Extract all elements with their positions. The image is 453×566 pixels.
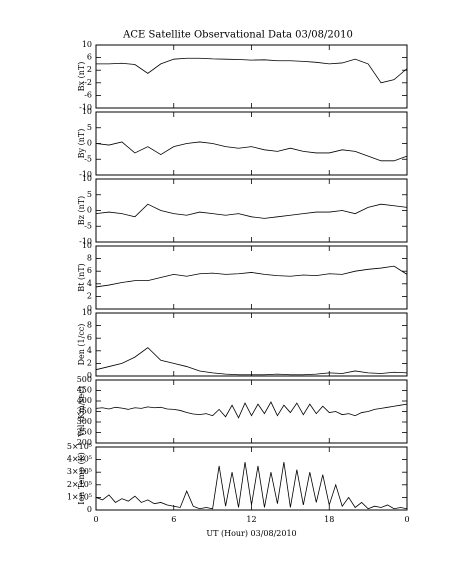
y-tick-label: 500 — [77, 375, 92, 384]
x-tick-label: 0 — [93, 515, 98, 524]
y-tick-label: 0 — [87, 505, 92, 514]
x-tick-label: 0 — [404, 515, 409, 524]
y-tick-label: 4 — [87, 279, 92, 288]
x-tick-label: 18 — [324, 515, 334, 524]
data-line — [96, 57, 408, 84]
y-tick-label: 200 — [77, 438, 92, 447]
y-tick-label: -10 — [79, 237, 92, 246]
y-tick-label: 450 — [77, 386, 92, 395]
y-tick-label: 8 — [87, 321, 92, 330]
chart-title: ACE Satellite Observational Data 03/08/2… — [122, 30, 353, 41]
y-tick-label: 1×10⁵ — [67, 492, 92, 501]
x-tick-label: 6 — [171, 515, 176, 524]
panel-frame — [95, 312, 408, 377]
y-axis-label: Bx (nT) — [77, 62, 86, 92]
y-tick-label: -5 — [84, 154, 92, 163]
y-tick-label: 10 — [82, 174, 92, 183]
y-tick-label: 10 — [82, 241, 92, 250]
y-tick-label: 2 — [87, 358, 92, 367]
y-tick-label: -2 — [84, 78, 92, 87]
y-tick-label: 6 — [87, 53, 92, 62]
y-tick-label: 400 — [77, 396, 92, 405]
y-tick-label: 5 — [87, 190, 92, 199]
y-tick-label: -6 — [84, 90, 92, 99]
panel-frame — [95, 178, 408, 243]
y-tick-label: 6 — [87, 266, 92, 275]
y-tick-label: 5 — [87, 123, 92, 132]
y-tick-label: 2 — [87, 291, 92, 300]
data-line — [95, 401, 408, 419]
y-tick-label: 300 — [77, 417, 92, 426]
y-tick-label: 350 — [77, 407, 92, 416]
data-line — [95, 265, 408, 288]
y-tick-label: 2×10⁵ — [67, 480, 92, 489]
y-tick-label: 0 — [87, 139, 92, 148]
y-tick-label: 8 — [87, 254, 92, 263]
y-tick-label: 10 — [82, 40, 92, 49]
panel-frame — [95, 111, 408, 176]
y-tick-label: 4 — [87, 346, 92, 355]
data-line — [95, 347, 408, 376]
y-tick-label: 0 — [87, 304, 92, 313]
x-tick-label: 12 — [246, 515, 256, 524]
y-axis-label: Bt (nT) — [77, 263, 86, 291]
y-axis-label: By (nT) — [77, 129, 86, 159]
y-tick-label: 5×10⁵ — [67, 442, 92, 451]
y-tick-label: 3×10⁵ — [67, 467, 92, 476]
panel-frame — [95, 44, 408, 109]
data-line — [95, 462, 408, 510]
panel-frame — [95, 245, 408, 310]
x-axis-label: UT (Hour) 03/08/2010 — [206, 529, 296, 538]
y-tick-label: 250 — [77, 428, 92, 437]
panel-frame — [95, 379, 408, 444]
y-tick-label: 4×10⁵ — [67, 455, 92, 464]
y-axis-label: Den (1/cc) — [77, 324, 86, 366]
y-tick-label: -10 — [79, 170, 92, 179]
y-tick-label: 0 — [87, 206, 92, 215]
y-tick-label: 2 — [87, 65, 92, 74]
y-axis-label: Vel (Km/sec) — [77, 386, 86, 438]
y-axis-label: Ion Temp (K) — [77, 452, 86, 505]
y-tick-label: -5 — [84, 221, 92, 230]
y-tick-label: -10 — [79, 103, 92, 112]
y-tick-label: 6 — [87, 333, 92, 342]
data-line — [95, 203, 408, 219]
y-tick-label: 10 — [82, 308, 92, 317]
data-line — [95, 141, 408, 162]
y-axis-label: Bz (nT) — [77, 196, 86, 225]
y-tick-label: 0 — [87, 371, 92, 380]
y-tick-label: 10 — [82, 107, 92, 116]
panel-frame — [95, 446, 408, 511]
